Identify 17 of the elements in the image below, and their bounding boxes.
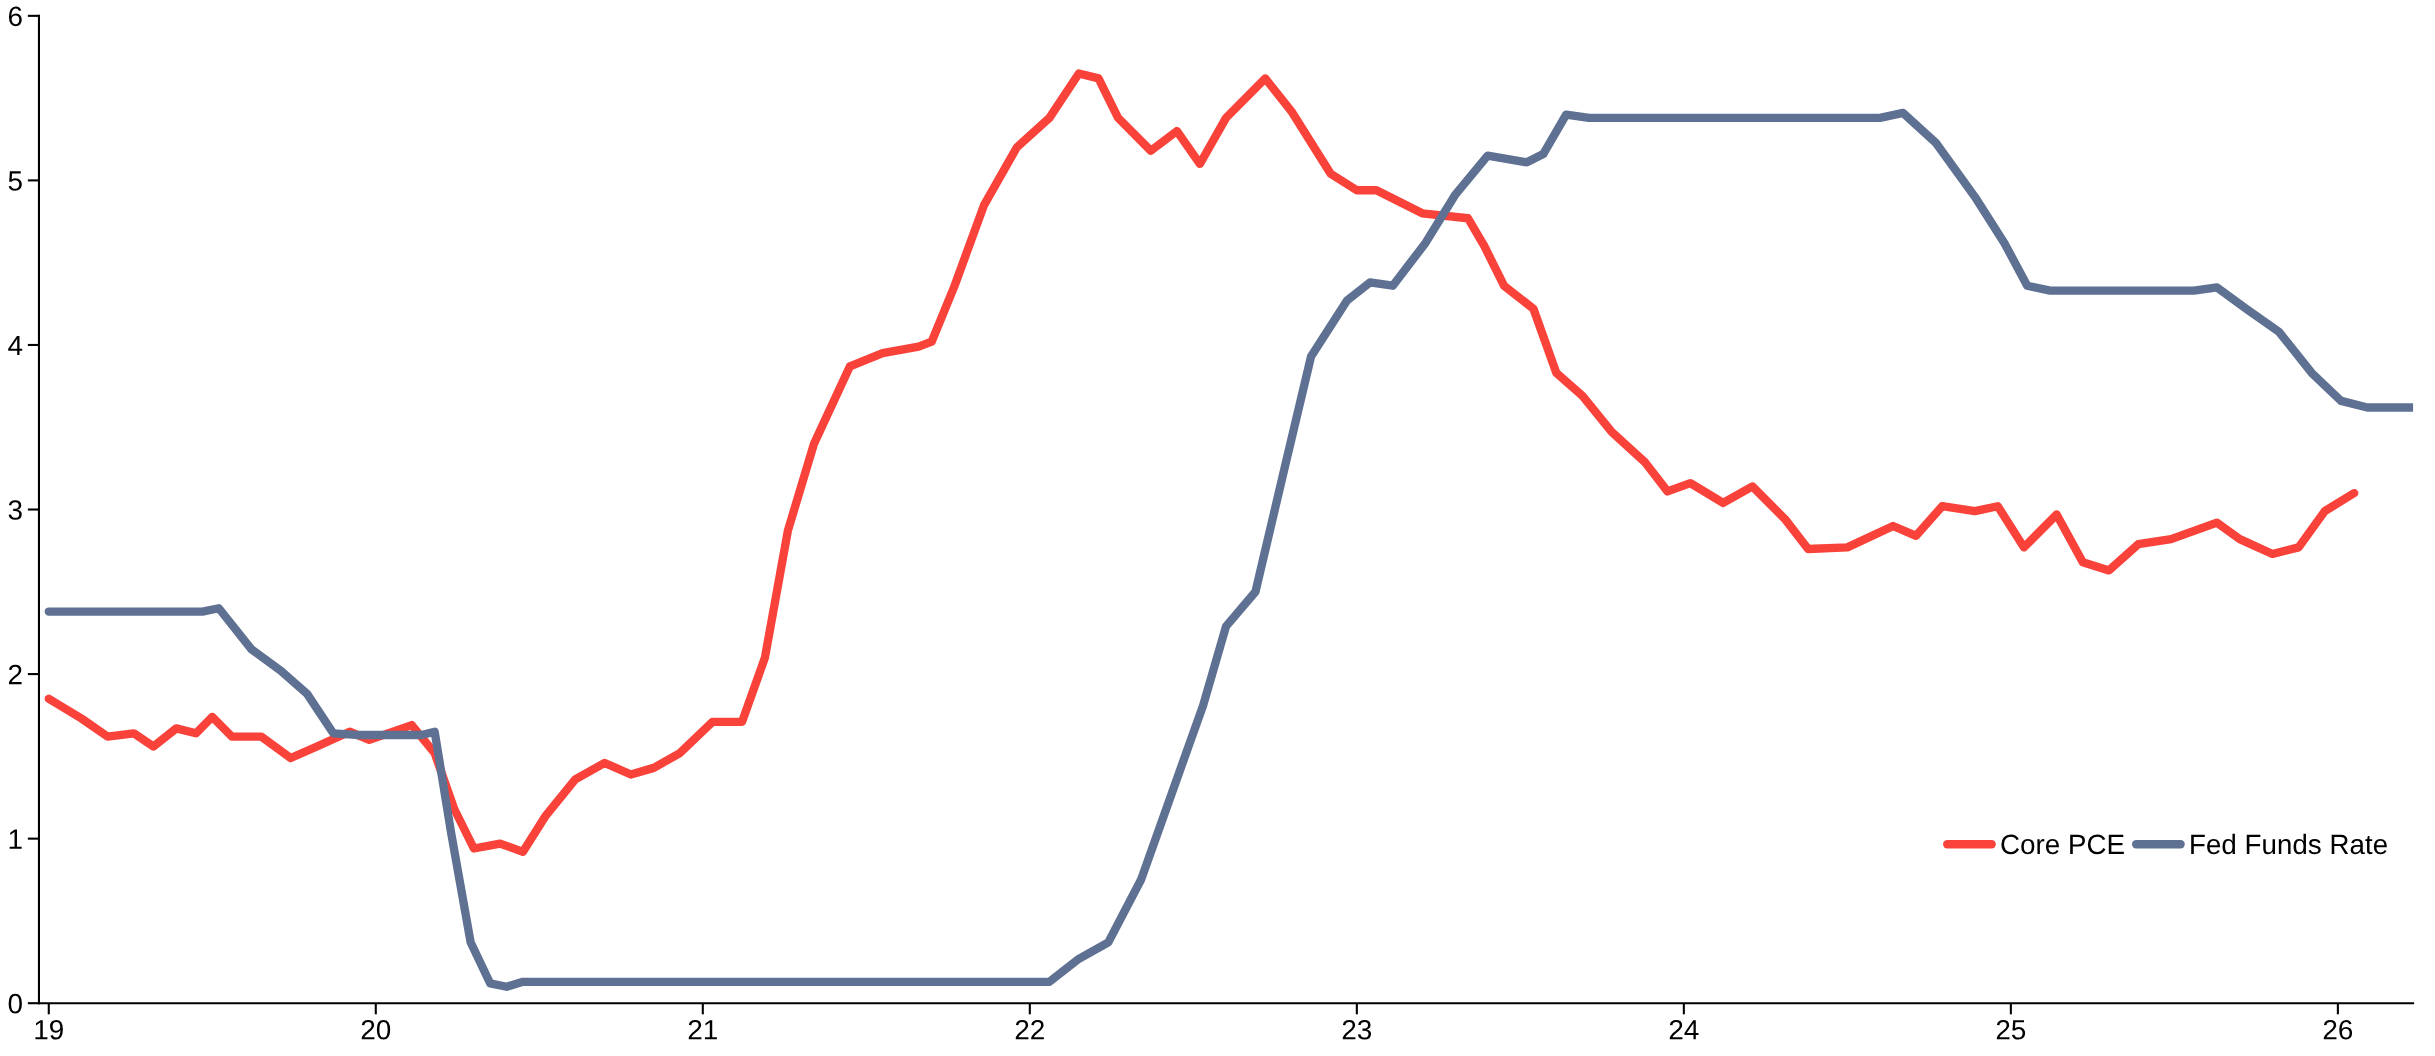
- y-tick-label: 6: [8, 6, 22, 27]
- y-tick-label: 0: [8, 993, 22, 1014]
- x-tick-label: 19: [35, 1019, 63, 1040]
- legend-label: Fed Funds Rate: [2191, 833, 2387, 855]
- y-tick-label: 2: [8, 664, 22, 685]
- y-tick-label: 3: [8, 500, 22, 520]
- x-tick-label: 24: [1669, 1019, 1699, 1040]
- legend-label: Core PCE: [2001, 834, 2124, 855]
- x-tick-label: 26: [2323, 1019, 2353, 1040]
- x-tick-label: 25: [1996, 1019, 2026, 1040]
- y-tick-label: 1: [9, 829, 22, 849]
- x-tick-label: 23: [1342, 1019, 1372, 1040]
- y-tick-label: 5: [8, 171, 22, 191]
- x-tick-label: 22: [1015, 1019, 1044, 1040]
- y-tick-label: 4: [8, 335, 23, 356]
- x-tick-label: 21: [688, 1019, 717, 1040]
- x-tick-label: 20: [361, 1019, 391, 1040]
